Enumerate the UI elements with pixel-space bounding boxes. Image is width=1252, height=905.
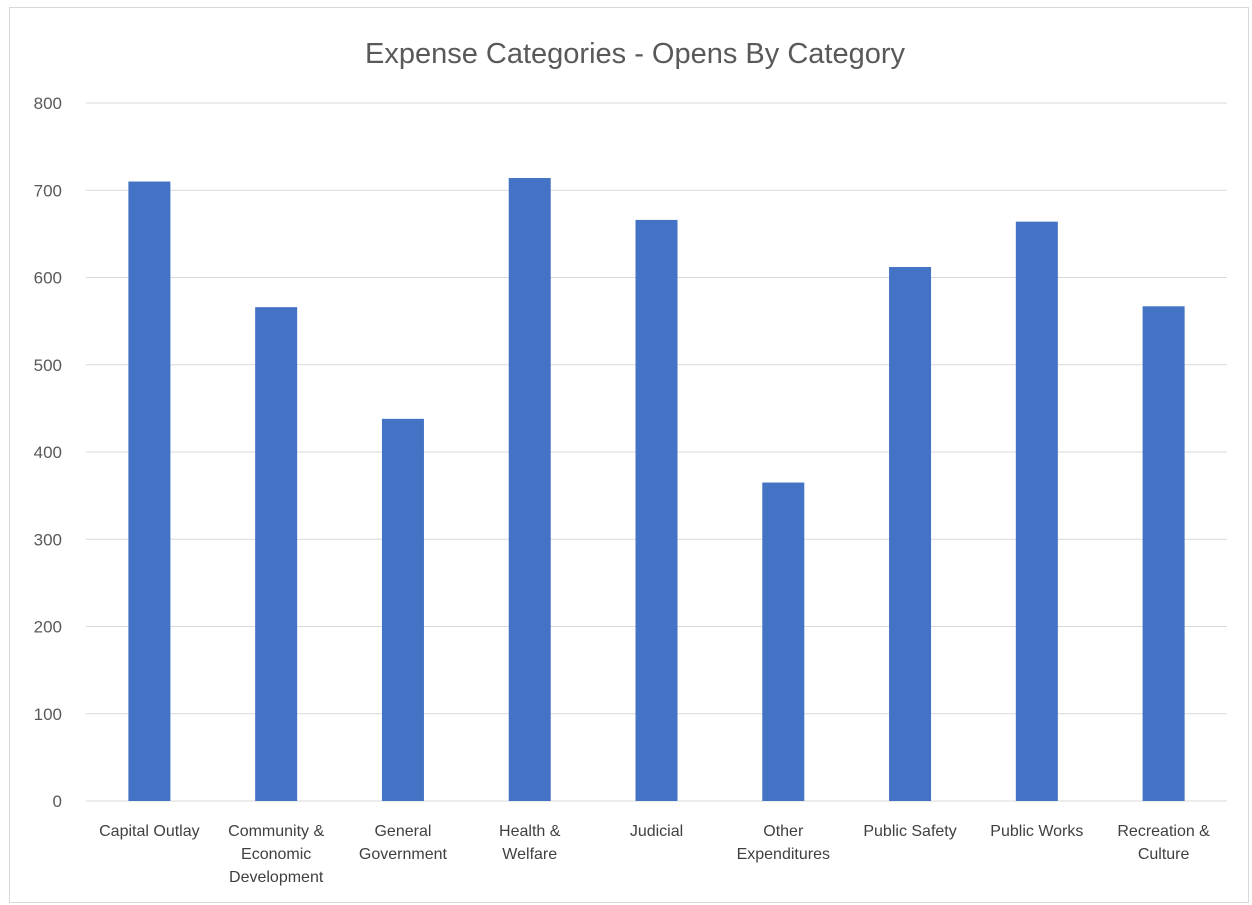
x-tick-label-line: Judicial xyxy=(630,823,683,840)
y-tick-label: 700 xyxy=(34,181,62,200)
bar xyxy=(889,267,932,801)
x-tick-label-line: Welfare xyxy=(502,846,557,863)
bar xyxy=(508,178,551,801)
y-tick-label: 600 xyxy=(34,269,62,288)
x-tick-label: Community & Economic Development xyxy=(228,823,324,886)
y-tick-label: 0 xyxy=(53,792,62,811)
x-tick-label-line: Health & xyxy=(499,823,561,840)
x-tick-label-line: Recreation & xyxy=(1117,823,1210,840)
x-tick-label: Health & Welfare xyxy=(499,823,561,863)
x-tick-label-line: Other xyxy=(763,823,804,840)
x-tick-label-line: Culture xyxy=(1138,846,1190,863)
x-tick-label-line: Expenditures xyxy=(737,846,830,863)
bar xyxy=(1142,306,1185,801)
y-tick-label: 400 xyxy=(34,443,62,462)
x-axis-category-labels: Capital Outlay Community & Economic Develop… xyxy=(99,823,1210,886)
x-tick-label: Public Safety xyxy=(863,823,956,840)
x-tick-label-line: Government xyxy=(359,846,448,863)
chart-title: Expense Categories - Opens By Category xyxy=(365,38,905,70)
bar xyxy=(635,219,678,802)
x-tick-label: Public Works xyxy=(990,823,1083,840)
x-tick-label-line: Economic xyxy=(241,846,311,863)
y-tick-label: 100 xyxy=(34,705,62,724)
x-tick-label: Judicial xyxy=(630,823,683,840)
x-tick-label: Capital Outlay xyxy=(99,823,200,840)
bar xyxy=(255,307,298,801)
x-tick-label-line: Public Safety xyxy=(863,823,956,840)
y-tick-label: 800 xyxy=(34,94,62,113)
bar xyxy=(381,418,424,801)
y-tick-label: 300 xyxy=(34,530,62,549)
bars xyxy=(128,178,1185,802)
y-axis-tick-labels: 0 100 200 300 400 500 600 700 800 xyxy=(34,94,62,811)
bar xyxy=(762,482,805,801)
x-tick-label-line: Capital Outlay xyxy=(99,823,200,840)
bar xyxy=(1015,221,1058,801)
x-tick-label-line: Community & xyxy=(228,823,324,840)
y-tick-label: 500 xyxy=(34,356,62,375)
x-tick-label-line: General xyxy=(374,823,431,840)
x-tick-label: Other Expenditures xyxy=(737,823,830,863)
y-tick-label: 200 xyxy=(34,618,62,637)
x-tick-label-line: Public Works xyxy=(990,823,1083,840)
x-tick-label: Recreation & Culture xyxy=(1117,823,1210,863)
bar xyxy=(128,181,171,801)
x-tick-label-line: Development xyxy=(229,869,324,886)
x-tick-label: General Government xyxy=(359,823,448,863)
